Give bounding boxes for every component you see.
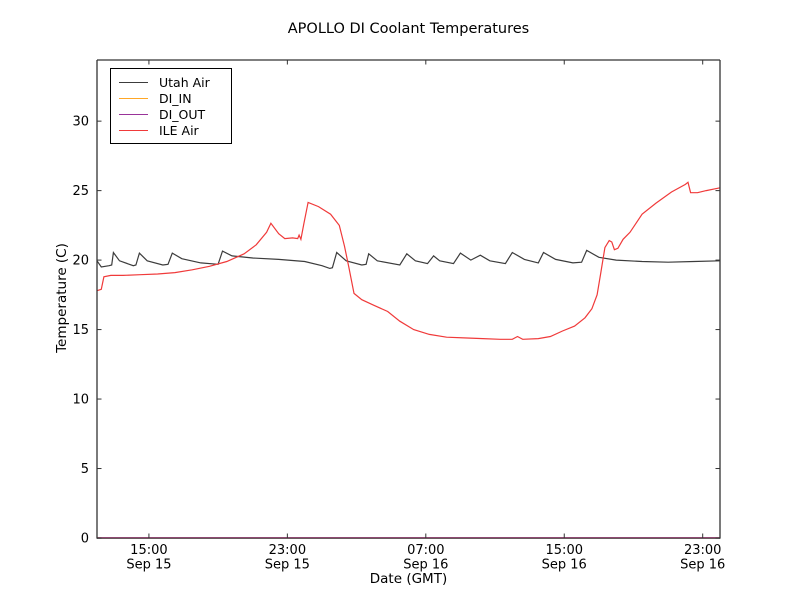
legend-entry-di-out: DI_OUT [119, 106, 227, 122]
y-tick-label: 30 [72, 115, 89, 130]
x-tick-label-time: 15:00 [130, 543, 167, 558]
y-tick-label: 20 [72, 254, 89, 269]
x-axis-label: Date (GMT) [369, 571, 448, 587]
x-tick-label-date: Sep 16 [680, 558, 725, 573]
x-tick-label-date: Sep 15 [126, 558, 171, 573]
x-tick-label-date: Sep 16 [403, 558, 448, 573]
y-tick-label: 0 [81, 532, 89, 547]
legend-label: DI_OUT [159, 106, 206, 122]
legend-line-swatch [119, 81, 148, 83]
series-utah-air-line [96, 249, 721, 270]
legend-label: ILE Air [159, 122, 199, 138]
x-tick-label-time: 23:00 [269, 543, 306, 558]
y-tick-label: 25 [72, 184, 89, 199]
x-tick-label-date: Sep 16 [542, 558, 587, 573]
y-axis-label: Temperature (C) [54, 243, 70, 353]
y-tick-label: 10 [72, 393, 89, 408]
x-tick-label-time: 23:00 [684, 543, 721, 558]
x-tick-label-date: Sep 15 [265, 558, 310, 573]
y-tick-label: 5 [81, 462, 89, 477]
legend-label: DI_IN [159, 90, 192, 106]
legend-line-swatch [119, 129, 148, 131]
series-ile-air-line [96, 181, 721, 340]
legend-label: Utah Air [159, 74, 210, 90]
x-tick-label-time: 07:00 [407, 543, 444, 558]
x-tick-label-time: 15:00 [546, 543, 583, 558]
chart-title: APOLLO DI Coolant Temperatures [287, 21, 530, 37]
legend-entry-di-in: DI_IN [119, 90, 227, 106]
legend-entry-utah-air: Utah Air [119, 74, 227, 90]
legend-line-swatch [119, 97, 148, 99]
legend-box: Utah Air DI_IN DI_OUT ILE Air [110, 68, 232, 144]
legend-entry-ile-air: ILE Air [119, 122, 227, 138]
y-tick-label: 15 [72, 323, 89, 338]
legend-line-swatch [119, 113, 148, 115]
